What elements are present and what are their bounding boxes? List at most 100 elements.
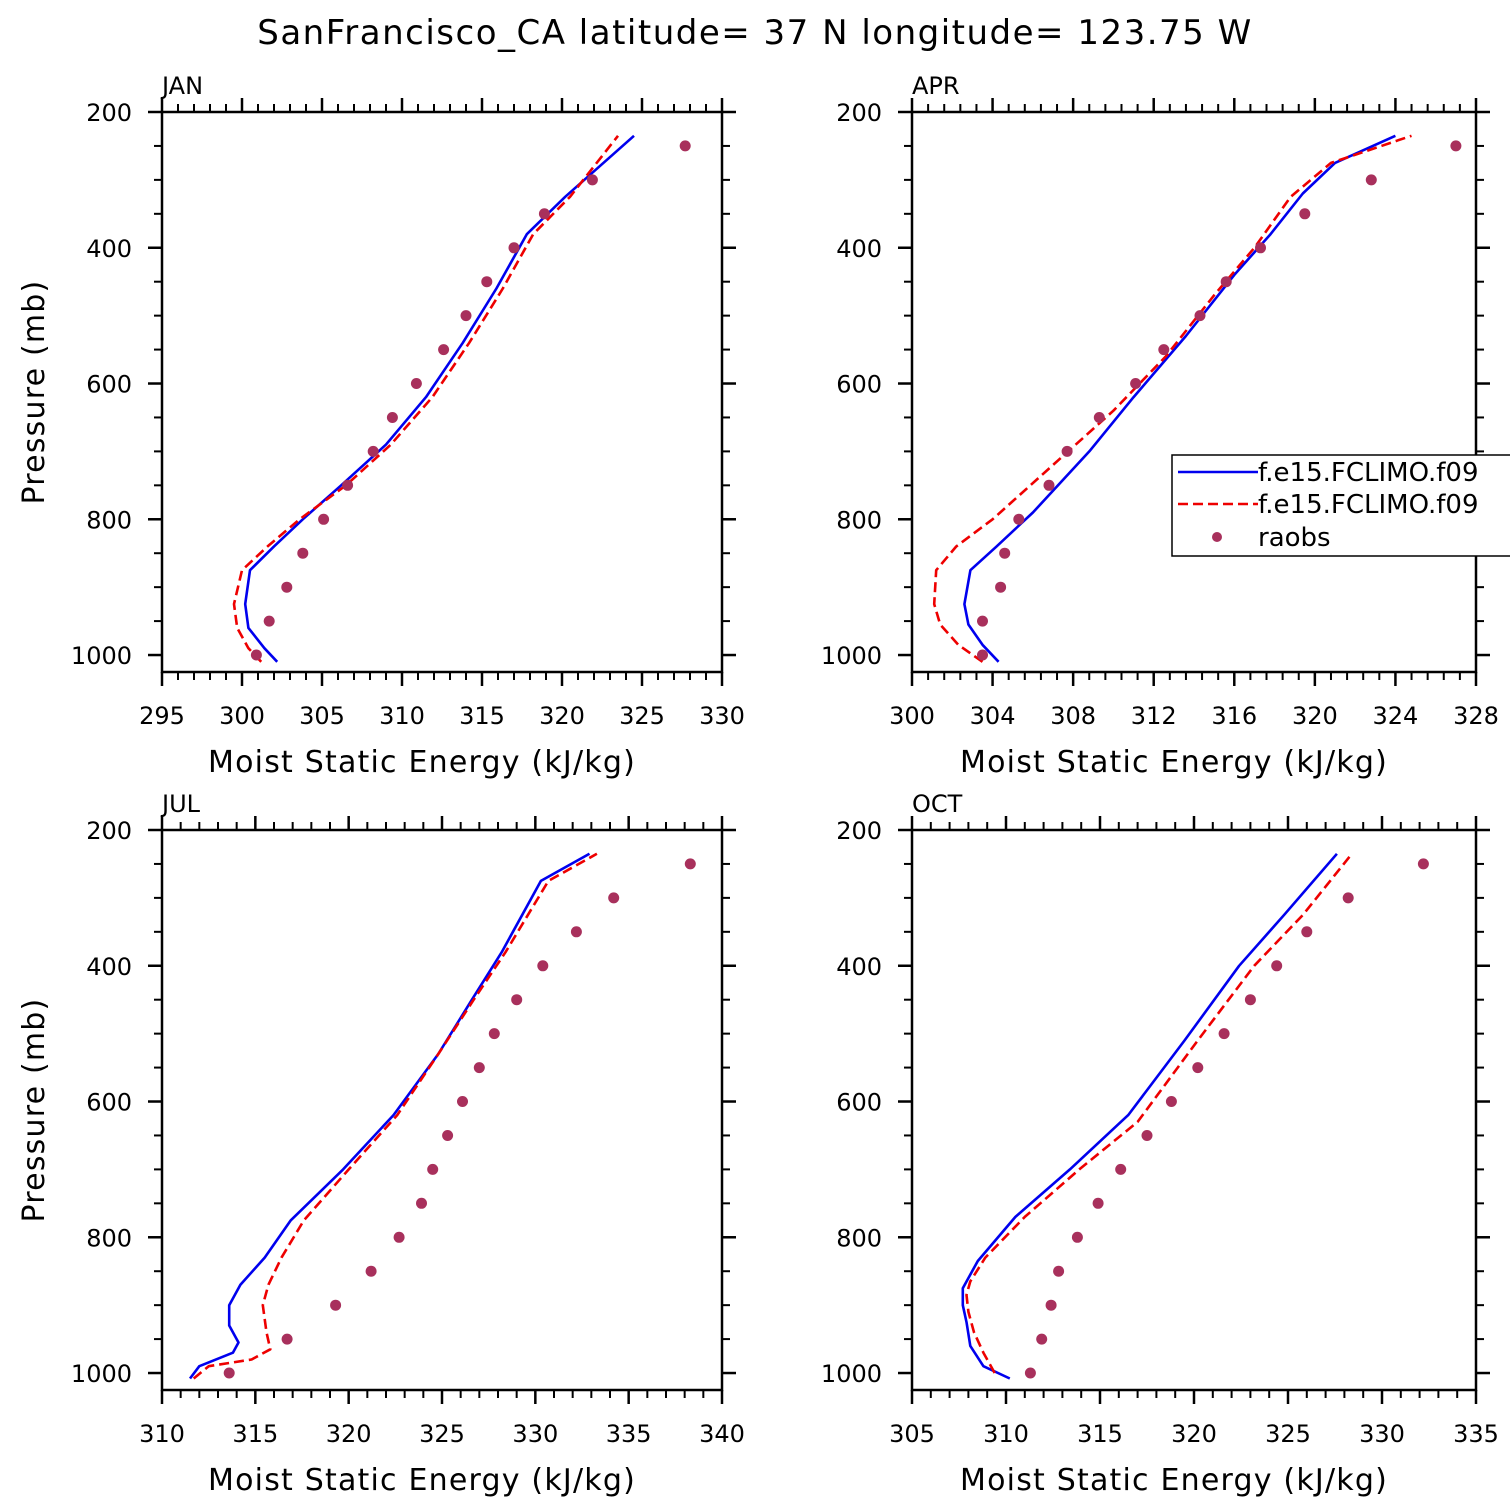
panel-jul: JUL 310 315 320 325 330 335 340 200 400 600 800 1000… bbox=[17, 790, 745, 1498]
series-line-model-dashed bbox=[192, 852, 598, 1380]
series-line-model-solid bbox=[963, 134, 1396, 663]
y-tick-label: 200 bbox=[836, 817, 882, 845]
y-tick-label: 1000 bbox=[71, 642, 132, 670]
plot-frame-apr bbox=[910, 110, 1478, 674]
series-group bbox=[188, 852, 696, 1380]
raobs-point bbox=[1061, 445, 1073, 457]
raobs-point bbox=[1450, 140, 1462, 152]
raobs-point bbox=[1036, 1333, 1048, 1345]
raobs-point bbox=[586, 174, 598, 186]
panels: JAN 295 300 305 310 315 320 325 330 200 400 600 800 1… bbox=[17, 72, 1499, 1498]
raobs-point bbox=[1093, 412, 1105, 423]
month-label-jul: JUL bbox=[160, 790, 201, 818]
raobs-point bbox=[1013, 513, 1025, 525]
raobs-point bbox=[1255, 242, 1266, 254]
x-axis-label: Moist Static Energy (kJ/kg) bbox=[960, 1463, 1388, 1498]
raobs-point bbox=[263, 615, 275, 627]
raobs-point bbox=[342, 479, 354, 491]
month-label-oct: OCT bbox=[912, 790, 963, 818]
series-group bbox=[232, 134, 691, 663]
y-tick-label: 400 bbox=[836, 953, 882, 981]
x-tick-label: 340 bbox=[699, 1420, 745, 1448]
x-tick-label: 320 bbox=[539, 702, 585, 730]
raobs-point bbox=[281, 581, 293, 593]
y-axis-label: Pressure (mb) bbox=[17, 998, 52, 1223]
raobs-point bbox=[1158, 344, 1170, 356]
x-tick-label: 300 bbox=[889, 702, 935, 730]
raobs-point bbox=[1092, 1197, 1104, 1209]
y-tick-label: 800 bbox=[86, 506, 132, 534]
panel-jan: JAN 295 300 305 310 315 320 325 330 200 400 600 800 1… bbox=[17, 72, 745, 780]
x-tick-label: 330 bbox=[699, 702, 745, 730]
x-tick-label: 315 bbox=[1077, 1420, 1123, 1448]
raobs-point bbox=[1365, 174, 1377, 186]
raobs-point bbox=[1218, 1028, 1230, 1040]
x-tick-label: 335 bbox=[606, 1420, 652, 1448]
raobs-point bbox=[297, 547, 309, 559]
raobs-point bbox=[386, 412, 398, 423]
y-tick-label: 800 bbox=[836, 1224, 882, 1252]
raobs-point bbox=[1194, 310, 1206, 322]
raobs-point bbox=[511, 994, 523, 1006]
y-tick-label: 400 bbox=[86, 235, 132, 263]
x-axis-label: Moist Static Energy (kJ/kg) bbox=[960, 745, 1388, 780]
legend[interactable]: f.e15.FCLIMO.f09 f.e15.FCLIMO.f09 raobs bbox=[1171, 454, 1510, 557]
raobs-point bbox=[508, 242, 520, 254]
y-tick-label: 1000 bbox=[71, 1360, 132, 1388]
raobs-point bbox=[1271, 960, 1283, 972]
x-tick-label: 330 bbox=[1359, 1420, 1405, 1448]
x-tick-label: 295 bbox=[139, 702, 185, 730]
panel-apr: APR 300 304 308 312 316 320 324 328 200 400 600 800 1… bbox=[821, 72, 1499, 780]
y-axis-label: Pressure (mb) bbox=[17, 280, 52, 505]
raobs-point bbox=[537, 960, 549, 972]
x-tick-label: 308 bbox=[1050, 702, 1096, 730]
raobs-point bbox=[1024, 1367, 1036, 1379]
raobs-point bbox=[460, 310, 472, 322]
x-tick-label: 310 bbox=[139, 1420, 185, 1448]
raobs-point bbox=[1141, 1130, 1153, 1141]
raobs-point bbox=[223, 1367, 235, 1379]
series-line-model-solid bbox=[243, 134, 635, 663]
series-line-model-solid bbox=[961, 852, 1338, 1380]
y-tick-label: 200 bbox=[836, 99, 882, 127]
plot-frame-jan bbox=[160, 110, 724, 674]
legend-marker bbox=[1212, 532, 1222, 542]
raobs-point bbox=[1301, 926, 1313, 938]
raobs-point bbox=[1130, 378, 1142, 389]
y-tick-label: 400 bbox=[86, 953, 132, 981]
panel-oct: OCT 305 310 315 320 325 330 335 200 400 600 800 1000… bbox=[821, 790, 1499, 1498]
raobs-point bbox=[977, 649, 988, 661]
y-tick-label: 200 bbox=[86, 817, 132, 845]
raobs-point bbox=[250, 649, 262, 661]
raobs-point bbox=[1165, 1096, 1177, 1107]
x-axis-label: Moist Static Energy (kJ/kg) bbox=[208, 1463, 636, 1498]
y-tick-label: 1000 bbox=[821, 1360, 882, 1388]
x-tick-label: 335 bbox=[1453, 1420, 1499, 1448]
raobs-point bbox=[442, 1130, 454, 1141]
raobs-point bbox=[1053, 1265, 1065, 1277]
x-tick-label: 328 bbox=[1453, 702, 1499, 730]
figure-title: SanFrancisco_CA latitude= 37 N longitude… bbox=[257, 13, 1253, 53]
raobs-point bbox=[1115, 1163, 1127, 1175]
x-tick-label: 316 bbox=[1211, 702, 1257, 730]
raobs-point bbox=[1045, 1299, 1057, 1311]
series-group bbox=[932, 134, 1462, 663]
raobs-point bbox=[481, 276, 493, 288]
x-tick-label: 305 bbox=[299, 702, 345, 730]
x-axis-label: Moist Static Energy (kJ/kg) bbox=[208, 745, 636, 780]
y-tick-label: 600 bbox=[836, 371, 882, 399]
raobs-point bbox=[473, 1062, 485, 1074]
raobs-point bbox=[410, 378, 422, 389]
raobs-point bbox=[1192, 1062, 1204, 1074]
raobs-point bbox=[1244, 994, 1256, 1006]
raobs-point bbox=[1043, 479, 1055, 491]
y-tick-label: 600 bbox=[836, 1089, 882, 1117]
raobs-point bbox=[999, 547, 1011, 559]
plot-frame-oct bbox=[910, 828, 1478, 1392]
raobs-point bbox=[318, 513, 330, 525]
y-tick-label: 600 bbox=[86, 1089, 132, 1117]
raobs-point bbox=[608, 892, 620, 904]
y-tick-label: 400 bbox=[836, 235, 882, 263]
x-tick-label: 324 bbox=[1373, 702, 1419, 730]
